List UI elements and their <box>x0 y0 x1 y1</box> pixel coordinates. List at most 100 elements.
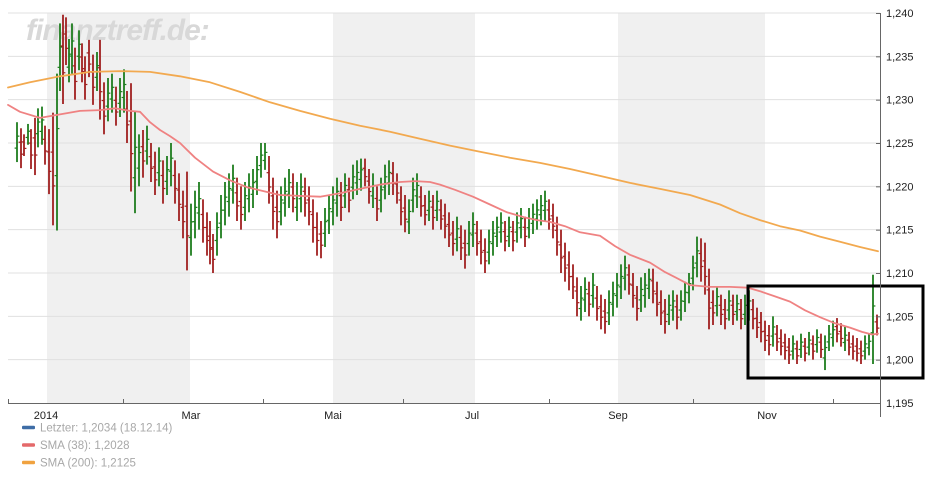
y-axis-label: 1,205 <box>886 311 914 323</box>
candle <box>207 221 213 265</box>
candle <box>522 216 528 247</box>
x-axis-label: Jul <box>465 410 479 422</box>
legend-swatch-letzter <box>22 425 35 430</box>
candle <box>830 320 836 347</box>
candle <box>786 338 792 364</box>
candle <box>766 325 772 356</box>
candle <box>442 203 448 239</box>
candle <box>734 294 740 321</box>
candle <box>270 177 276 230</box>
candle <box>21 134 27 156</box>
watermark-logo: finanztreff.de: <box>26 14 209 47</box>
candle <box>262 143 268 170</box>
candle <box>514 212 520 243</box>
candle <box>192 190 198 239</box>
candle <box>69 23 75 74</box>
candle <box>278 186 284 226</box>
sma-38-line <box>7 104 879 336</box>
candle <box>558 229 564 273</box>
y-axis-label: 1,220 <box>886 181 914 193</box>
candle <box>128 83 134 192</box>
candle <box>518 208 524 239</box>
candle <box>606 290 612 325</box>
candle <box>18 128 24 169</box>
candle <box>642 273 648 308</box>
candle <box>498 212 504 243</box>
candle <box>686 273 692 304</box>
candle <box>302 177 308 217</box>
candle <box>870 274 876 364</box>
candle <box>598 294 604 330</box>
candle <box>626 264 632 295</box>
candle <box>57 23 63 91</box>
candle <box>770 316 776 347</box>
legend-swatch-sma-38 <box>22 443 35 447</box>
candle <box>638 277 644 312</box>
candle <box>258 143 264 178</box>
candle <box>482 238 488 273</box>
candle <box>97 39 103 120</box>
candle <box>822 335 828 371</box>
candle <box>54 73 60 231</box>
candle <box>502 221 508 252</box>
legend-label-letzter: Letzter: 1,2034 (18.12.14) <box>40 423 173 435</box>
candle <box>326 195 332 234</box>
candle <box>121 69 127 113</box>
candle <box>28 129 34 169</box>
candle <box>874 314 880 336</box>
candle <box>148 143 154 182</box>
candle <box>814 329 820 353</box>
candle <box>470 212 476 247</box>
candle <box>630 273 636 308</box>
candle <box>266 156 272 204</box>
candle <box>334 177 340 217</box>
candle <box>358 158 364 191</box>
candle <box>117 78 123 117</box>
candle <box>698 238 704 282</box>
candle <box>694 236 700 278</box>
candle <box>838 323 844 347</box>
candle <box>726 290 732 321</box>
candle <box>510 221 516 252</box>
candle <box>234 177 240 221</box>
candle <box>670 290 676 321</box>
candle <box>322 208 328 247</box>
candle <box>101 82 107 135</box>
candle <box>230 164 236 204</box>
candle <box>710 290 716 325</box>
candle <box>362 158 368 187</box>
candle <box>32 117 38 176</box>
sma-200-line <box>7 70 879 253</box>
candle <box>454 216 460 252</box>
candle <box>39 106 45 145</box>
candle <box>204 212 210 256</box>
candle <box>25 123 31 145</box>
candle <box>184 171 190 271</box>
candle <box>79 43 85 83</box>
candle <box>666 294 672 325</box>
candle <box>318 221 324 259</box>
candle <box>706 268 712 330</box>
candle <box>214 212 220 256</box>
candle <box>762 320 768 351</box>
x-axis-label: 2014 <box>34 410 58 422</box>
candle <box>586 281 592 317</box>
candle <box>105 78 111 122</box>
candle <box>152 151 158 195</box>
candle <box>76 30 82 71</box>
plot-area[interactable] <box>8 13 880 403</box>
candle <box>738 299 744 330</box>
candle <box>306 186 312 226</box>
candle <box>422 195 428 226</box>
candle <box>210 234 216 273</box>
candle <box>662 299 668 334</box>
candle <box>406 199 412 234</box>
y-axis-label: 1,225 <box>886 138 914 150</box>
candle <box>314 212 320 256</box>
legend-label-sma-38: SMA (38): 1,2028 <box>40 440 130 452</box>
candle <box>160 160 166 204</box>
candle <box>156 147 162 187</box>
candle <box>290 173 296 213</box>
candle <box>794 340 800 364</box>
candle <box>842 326 848 351</box>
